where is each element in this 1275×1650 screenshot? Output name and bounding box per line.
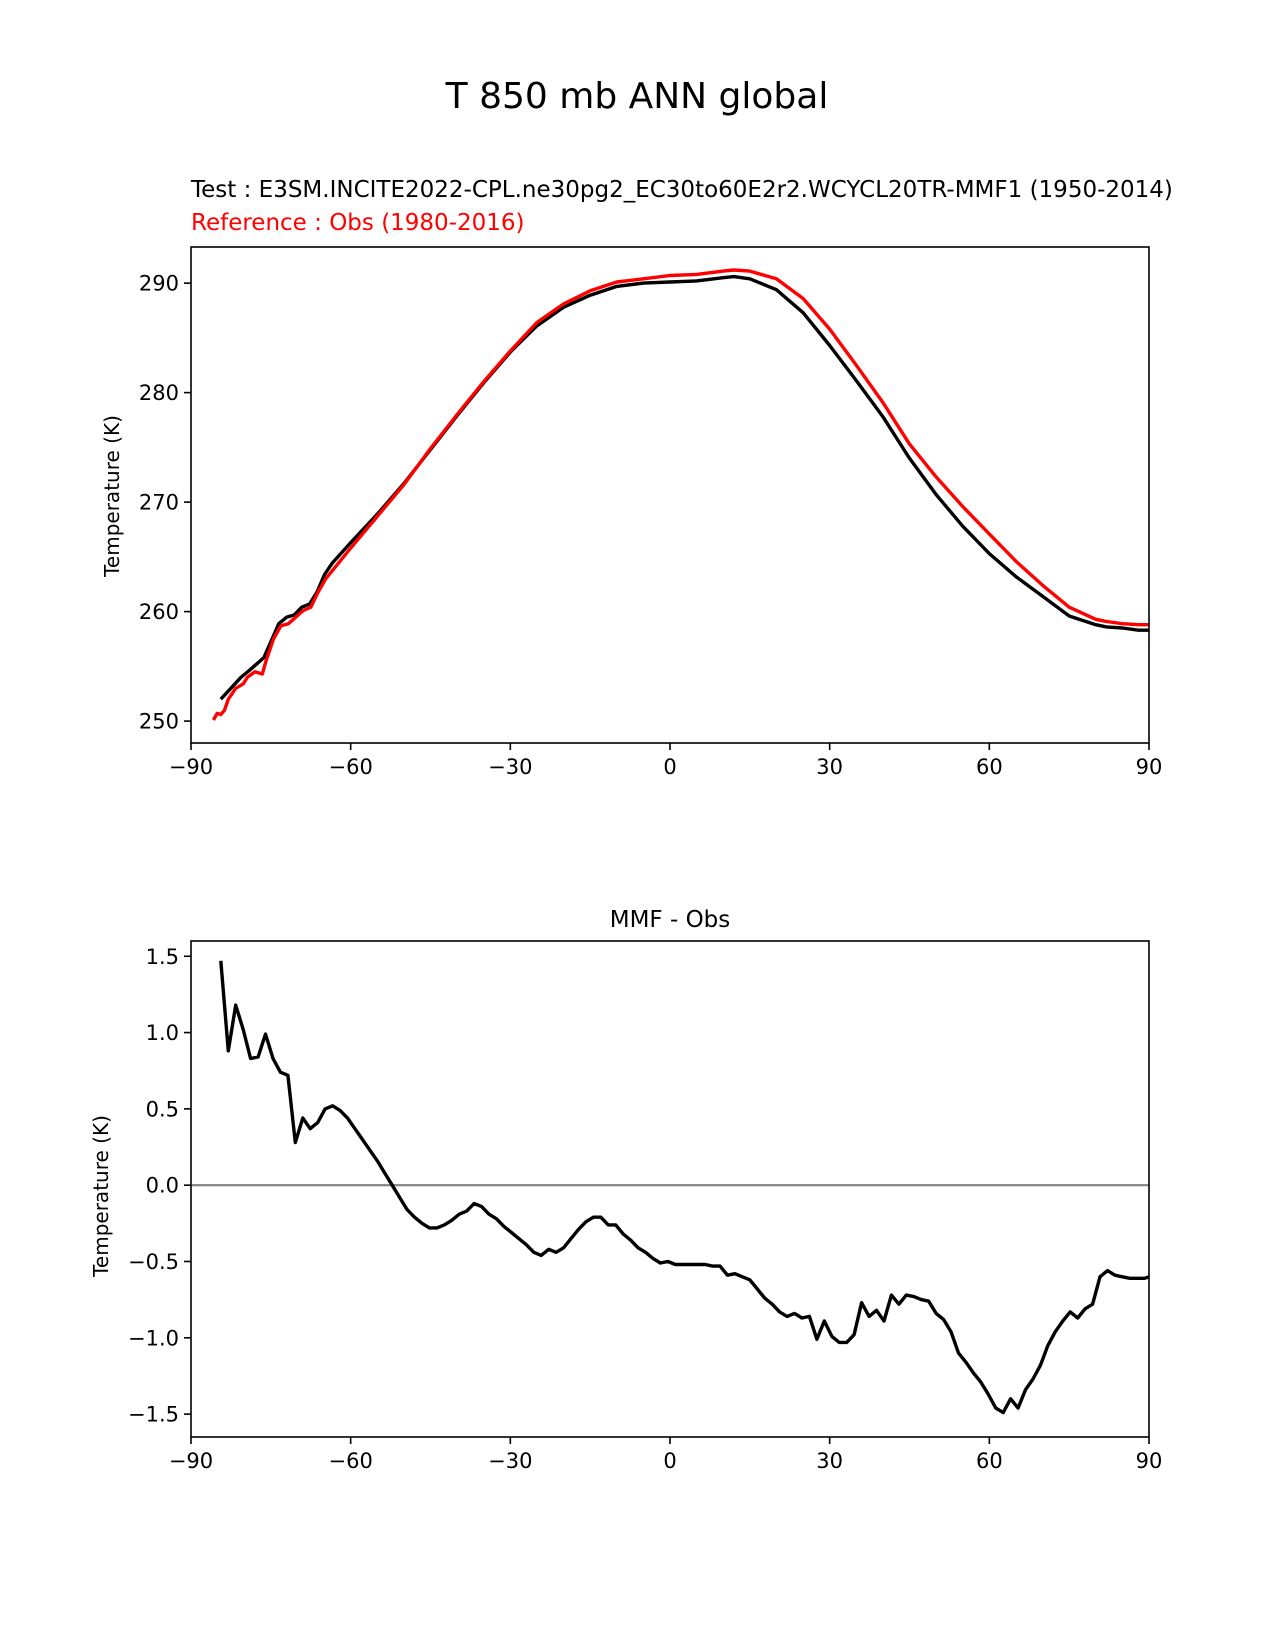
top-xtick-label: −60 — [329, 755, 373, 779]
bottom-xtick-label: 90 — [1136, 1449, 1163, 1473]
top-ytick-label: 260 — [139, 600, 179, 624]
top-xtick-label: 30 — [816, 755, 843, 779]
top-xtick-label: −90 — [169, 755, 213, 779]
bottom-ytick-label: 1.0 — [146, 1021, 179, 1045]
top-series-reference — [211, 268, 1149, 721]
panel-bottom-chart: MMF - Obs Temperature (K) −90 −60 −30 0 30 60… — [89, 907, 1162, 1473]
top-ytick-label: 270 — [139, 491, 179, 515]
bottom-xtick-label: −30 — [488, 1449, 532, 1473]
top-ytick-label: 290 — [139, 272, 179, 296]
panel-top-chart: Test : E3SM.INCITE2022-CPL.ne30pg2_EC30t… — [100, 177, 1173, 779]
reference-title: Reference : Obs (1980-2016) — [191, 210, 525, 236]
top-series-test — [219, 274, 1149, 701]
top-ytick-label: 250 — [139, 710, 179, 734]
top-xtick-label: 90 — [1136, 755, 1163, 779]
top-xtick-label: 0 — [663, 755, 676, 779]
top-ytick-label: 280 — [139, 381, 179, 405]
top-xtick-label: 60 — [976, 755, 1003, 779]
bottom-ytick-label: −1.0 — [128, 1326, 179, 1350]
bottom-ytick-label: 0.5 — [146, 1097, 179, 1121]
diff-title: MMF - Obs — [610, 907, 731, 933]
bottom-xtick-label: 0 — [663, 1449, 676, 1473]
bottom-ytick-label: −1.5 — [128, 1403, 179, 1427]
bottom-xtick-label: 60 — [976, 1449, 1003, 1473]
test-title: Test : E3SM.INCITE2022-CPL.ne30pg2_EC30t… — [190, 177, 1173, 203]
figure-suptitle: T 850 mb ANN global — [445, 76, 829, 117]
top-xtick-label: −30 — [488, 755, 532, 779]
bottom-xtick-label: −90 — [169, 1449, 213, 1473]
bottom-xtick-label: 30 — [816, 1449, 843, 1473]
bottom-ylabel: Temperature (K) — [89, 1115, 113, 1278]
bottom-series-mmf-obs — [219, 960, 1150, 1415]
bottom-xtick-label: −60 — [329, 1449, 373, 1473]
bottom-ytick-label: 0.0 — [146, 1174, 179, 1198]
bottom-ytick-label: −0.5 — [128, 1250, 179, 1274]
bottom-ytick-label: 1.5 — [146, 945, 179, 969]
top-ylabel: Temperature (K) — [100, 415, 124, 578]
